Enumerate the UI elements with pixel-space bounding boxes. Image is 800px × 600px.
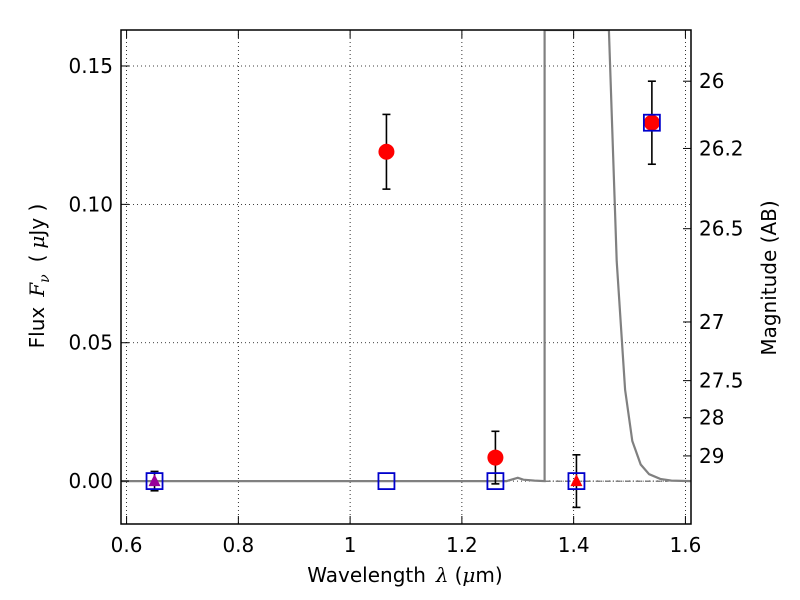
- y-tick-label: 0.15: [68, 54, 113, 78]
- y-axis-subscript: ν: [37, 274, 53, 283]
- model-point-square: [486, 472, 505, 491]
- x-tick-label: 1.6: [670, 533, 702, 557]
- x-tick-label: 1.4: [558, 533, 590, 557]
- x-tick-label: 0.8: [222, 533, 254, 557]
- model-point-square: [377, 472, 396, 491]
- model-point-square: [642, 113, 661, 132]
- x-axis-label: Wavelength: [307, 563, 426, 587]
- y-tick-label: 0.00: [68, 469, 113, 493]
- flux-point-circle: [378, 143, 395, 160]
- flux-point-triangle: [148, 474, 161, 487]
- data-group: [121, 30, 691, 509]
- y-axis-unit-open: (: [25, 255, 49, 263]
- flux-point-circle: [643, 114, 660, 131]
- plot-area: [121, 30, 691, 509]
- y2-tick-label: 26.2: [699, 136, 744, 160]
- x-axis-unit: m): [475, 563, 502, 587]
- y-axis-symbol: F: [25, 282, 49, 298]
- ticks: 0.6 0.8 1 1.2 1.4 1.6 0.00 0.05 0.10 0.15 26 26.2 26…: [68, 30, 744, 557]
- x-axis-unit-open: (: [455, 563, 463, 587]
- x-tick-label: 1: [344, 533, 357, 557]
- x-tick-label: 0.6: [111, 533, 143, 557]
- flux-point-triangle: [570, 474, 583, 487]
- y2-tick-label: 29: [699, 444, 724, 468]
- y2-tick-label: 26.5: [699, 217, 744, 241]
- x-axis-unit-mu: μ: [462, 563, 475, 587]
- filter-transmission-curve: [121, 30, 691, 483]
- model-point-square: [567, 472, 586, 491]
- flux-point-circle: [487, 449, 504, 466]
- y2-tick-label: 27: [699, 310, 724, 334]
- y2-tick-label: 28: [699, 406, 724, 430]
- y-tick-label: 0.10: [68, 192, 113, 216]
- y-tick-label: 0.05: [68, 331, 113, 355]
- y2-tick-label: 27.5: [699, 369, 744, 393]
- y-axis-label: Flux: [25, 307, 49, 349]
- x-tick-label: 1.2: [446, 533, 478, 557]
- y-axis-title: Flux Fν ( μJy ): [25, 204, 53, 349]
- x-axis-title: Wavelength λ (μm): [307, 563, 502, 587]
- x-axis-symbol: λ: [435, 563, 449, 587]
- y2-axis-title: Magnitude (AB): [757, 200, 781, 355]
- y-axis-unit-mu: μ: [25, 236, 49, 249]
- model-point-square: [145, 472, 164, 491]
- grid: [121, 30, 691, 524]
- y-axis-unit: Jy ): [25, 204, 49, 238]
- axes-frame: [120, 29, 692, 525]
- y2-tick-label: 26: [699, 69, 724, 93]
